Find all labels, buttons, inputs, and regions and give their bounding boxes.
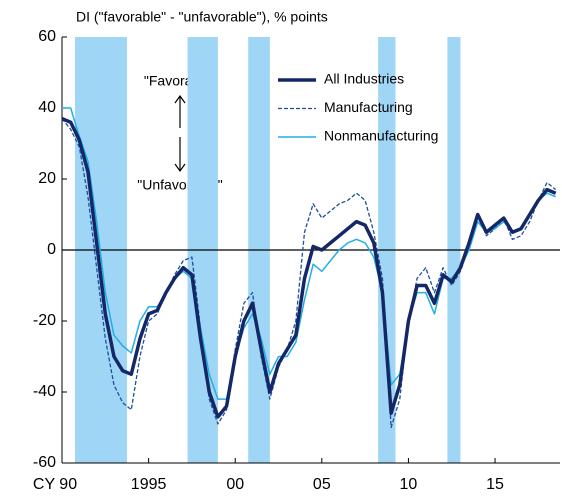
legend-label: Nonmanufacturing (324, 128, 438, 144)
x-tick-label: 10 (400, 476, 418, 493)
x-tick-label: 1995 (131, 476, 167, 493)
y-tick-label: 0 (47, 241, 56, 258)
x-tick-label: CY 90 (33, 476, 77, 493)
y-tick-label: -40 (33, 383, 56, 400)
legend-label: Manufacturing (324, 99, 413, 115)
series-line (61, 117, 557, 419)
x-tick-label: 05 (313, 476, 331, 493)
x-tick-label: 00 (226, 476, 244, 493)
y-tick-label: 40 (38, 99, 56, 116)
series-line (62, 107, 556, 400)
x-tick-label: 15 (486, 476, 504, 493)
chart-title: DI ("favorable" - "unfavorable"), % poin… (76, 9, 328, 25)
legend-label: All Industries (324, 71, 404, 87)
y-tick-label: -20 (33, 312, 56, 329)
arrow (174, 94, 186, 173)
y-tick-label: -60 (33, 454, 56, 471)
series-line (61, 118, 557, 429)
y-tick-label: 20 (38, 170, 56, 187)
y-tick-label: 60 (38, 28, 56, 45)
